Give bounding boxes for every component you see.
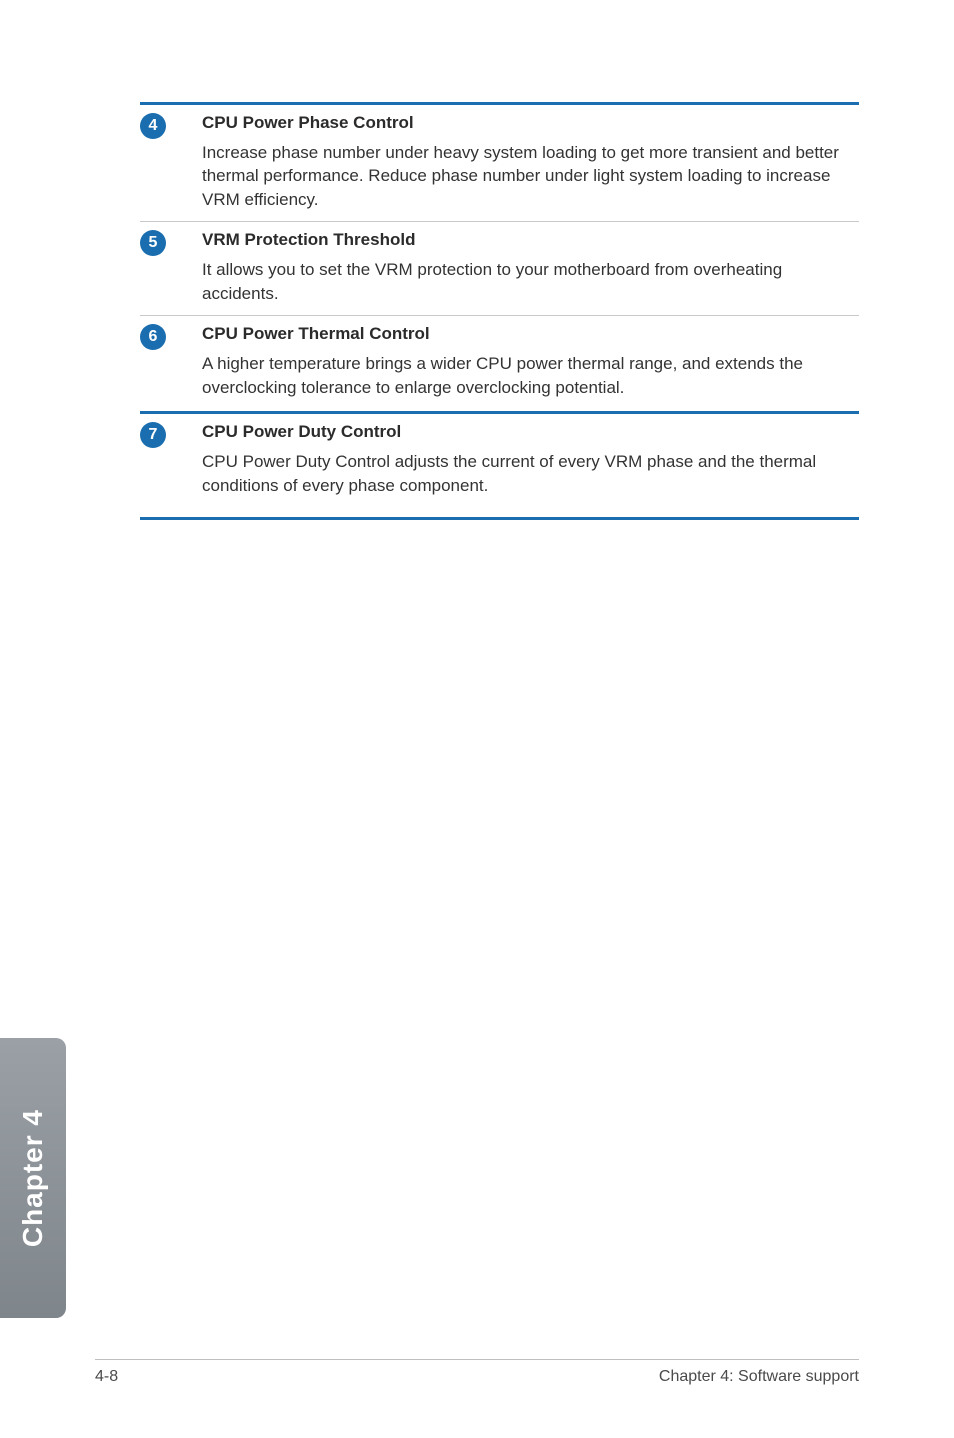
text-column: CPU Power Phase Control Increase phase n… (202, 105, 859, 221)
text-column: VRM Protection Threshold It allows you t… (202, 222, 859, 315)
badge-column: 7 (140, 414, 202, 448)
footer-row: 4-8 Chapter 4: Software support (95, 1368, 859, 1386)
item-title: CPU Power Duty Control (202, 422, 853, 442)
feature-item: 7 CPU Power Duty Control CPU Power Duty … (140, 411, 859, 520)
item-number-badge: 7 (140, 422, 166, 448)
item-title: CPU Power Thermal Control (202, 324, 853, 344)
feature-item: 5 VRM Protection Threshold It allows you… (140, 221, 859, 315)
chapter-side-tab: Chapter 4 (0, 1038, 66, 1318)
page-number: 4-8 (95, 1368, 118, 1386)
item-description: CPU Power Duty Control adjusts the curre… (202, 450, 853, 497)
item-number-badge: 5 (140, 230, 166, 256)
chapter-side-label: Chapter 4 (17, 1109, 49, 1247)
item-number-badge: 6 (140, 324, 166, 350)
badge-column: 4 (140, 105, 202, 139)
badge-column: 6 (140, 316, 202, 350)
text-column: CPU Power Thermal Control A higher tempe… (202, 316, 859, 409)
page-footer: 4-8 Chapter 4: Software support (0, 1359, 954, 1386)
feature-item: 6 CPU Power Thermal Control A higher tem… (140, 315, 859, 409)
item-description: A higher temperature brings a wider CPU … (202, 352, 853, 399)
footer-rule (95, 1359, 859, 1360)
item-description: It allows you to set the VRM protection … (202, 258, 853, 305)
badge-column: 5 (140, 222, 202, 256)
item-title: VRM Protection Threshold (202, 230, 853, 250)
item-description: Increase phase number under heavy system… (202, 141, 853, 211)
item-title: CPU Power Phase Control (202, 113, 853, 133)
page-content: 4 CPU Power Phase Control Increase phase… (0, 0, 954, 520)
item-number-badge: 4 (140, 113, 166, 139)
feature-item: 4 CPU Power Phase Control Increase phase… (140, 102, 859, 221)
text-column: CPU Power Duty Control CPU Power Duty Co… (202, 414, 859, 507)
chapter-label: Chapter 4: Software support (659, 1368, 859, 1386)
